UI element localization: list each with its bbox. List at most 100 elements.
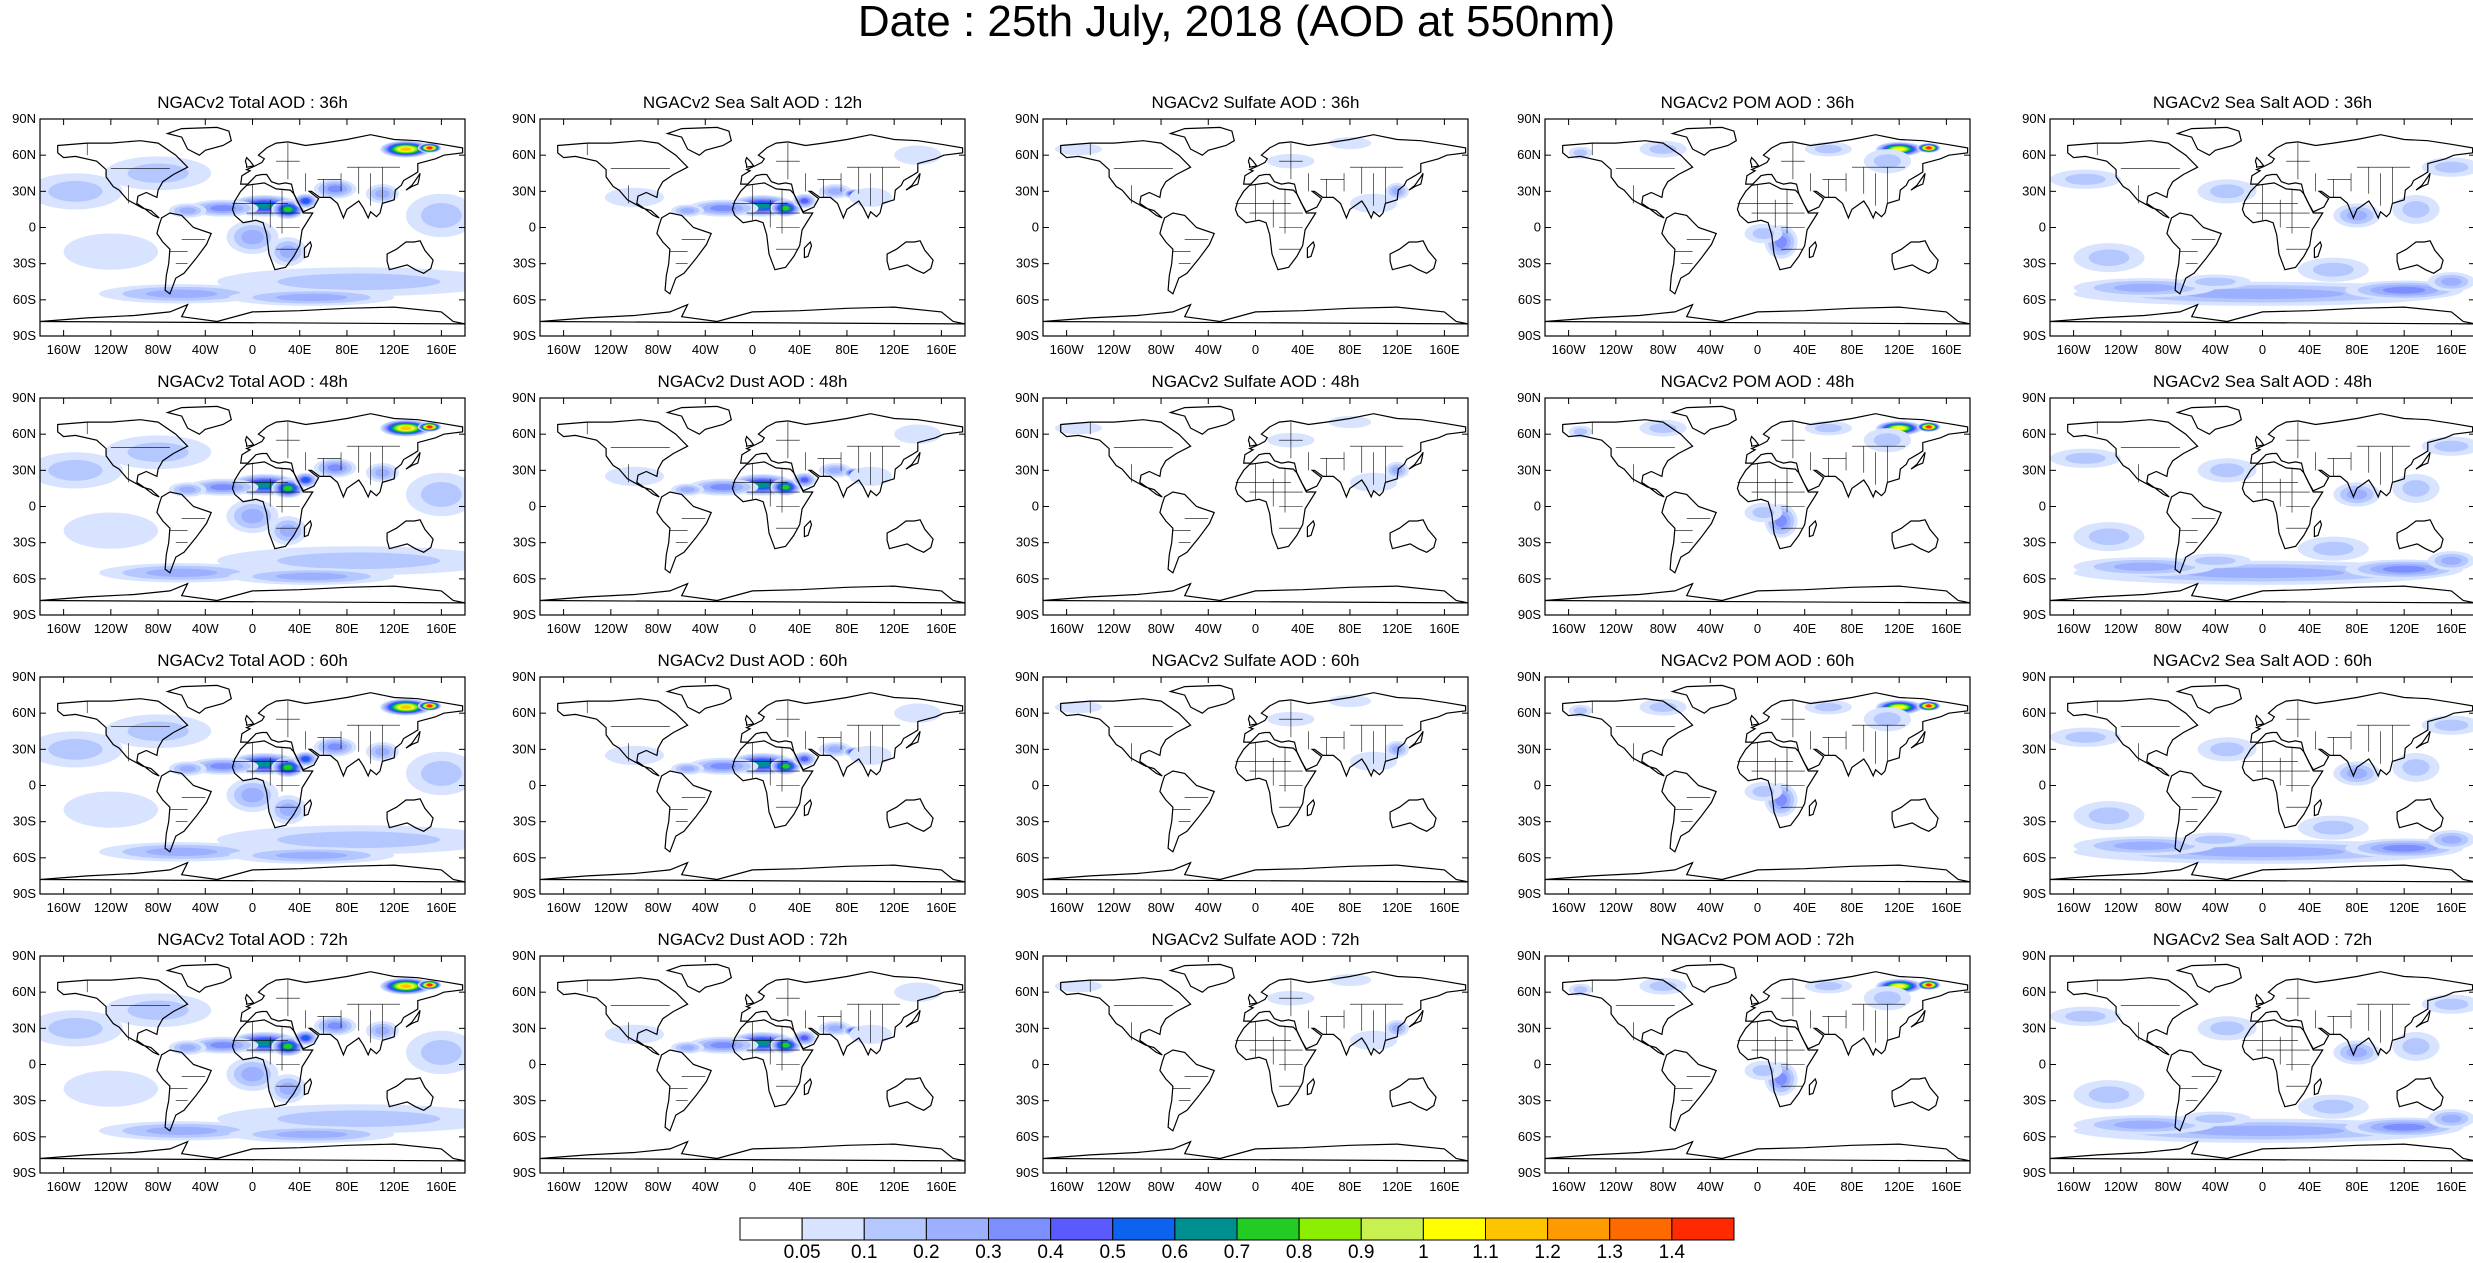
coastline: [1562, 140, 1694, 219]
coastline: [1247, 435, 1258, 447]
lat-label: 30N: [1015, 1020, 1039, 1035]
lat-label: 30S: [513, 1093, 536, 1108]
aod-contour: [127, 721, 189, 741]
lon-label: 80W: [145, 1179, 172, 1194]
aod-contour: [277, 273, 441, 291]
coastline: [1408, 1009, 1424, 1028]
coastline: [740, 692, 964, 778]
coastline: [2050, 1140, 2473, 1162]
lat-label: 60N: [12, 984, 36, 999]
lat-label: 90S: [2023, 328, 2046, 343]
lon-label: 40W: [1195, 900, 1222, 915]
coastline: [2396, 519, 2444, 553]
lat-label: 90N: [1517, 390, 1541, 405]
lon-label: 80E: [2345, 342, 2368, 357]
aod-contour: [1893, 984, 1905, 988]
aod-field: [40, 677, 465, 894]
map-plot: 90N 60N 30N 0 30S 60S 90S 160W 120W 80W 40W 0 40E 80E…: [1015, 669, 1469, 915]
aod-contour: [2210, 463, 2245, 478]
aod-contour: [63, 512, 159, 549]
lon-label: 40E: [2298, 1179, 2321, 1194]
map-plot: 90N 60N 30N 0 30S 60S 90S 160W 120W 80W 40W 0 40E 80E…: [12, 390, 466, 636]
panel-title: NGACv2 Total AOD : 48h: [157, 372, 348, 391]
lon-label: 80E: [1338, 621, 1361, 636]
aod-contour: [1573, 707, 1588, 715]
aod-contour: [1752, 785, 1775, 798]
aod-field: [540, 677, 965, 894]
lon-label: 40W: [2202, 342, 2229, 357]
coastline: [540, 861, 965, 883]
aod-contour: [2402, 1038, 2430, 1055]
lat-label: 30S: [2023, 256, 2046, 271]
lon-label: 120E: [1884, 900, 1915, 915]
aod-contour: [827, 467, 843, 474]
aod-contour: [283, 764, 293, 770]
map-plot: 90N 60N 30N 0 30S 60S 90S 160W 120W 80W 40W 0 40E 80E…: [512, 948, 966, 1194]
lat-label: 60N: [512, 147, 536, 162]
lon-label: 0: [749, 1179, 756, 1194]
coastline: [905, 1009, 921, 1028]
coastline: [1168, 684, 1235, 714]
panel-title: NGACv2 Dust AOD : 60h: [657, 651, 848, 670]
map-panel: NGACv2 Sea Salt AOD : 60h 90N 60N 30N 0 30S 60…: [2010, 651, 2473, 915]
aod-field: [1545, 677, 1970, 894]
panel-title: NGACv2 Total AOD : 36h: [157, 93, 348, 112]
lat-label: 90N: [512, 390, 536, 405]
colorbar-label: 0.1: [851, 1242, 878, 1263]
lon-label: 80W: [1650, 1179, 1677, 1194]
aod-contour: [2088, 1086, 2130, 1103]
lat-label: 30S: [1518, 535, 1541, 550]
lon-label: 0: [249, 621, 256, 636]
lon-label: 120E: [1884, 621, 1915, 636]
lon-label: 40W: [1195, 621, 1222, 636]
aod-contour: [2065, 1010, 2106, 1022]
lon-label: 0: [1754, 621, 1761, 636]
lon-label: 40E: [1291, 342, 1314, 357]
map-plot: 90N 60N 30N 0 30S 60S 90S 160W 120W 80W 40W 0 40E 80E…: [12, 111, 466, 357]
coastline: [57, 977, 189, 1056]
lat-label: 30N: [1517, 462, 1541, 477]
coastline: [244, 435, 255, 447]
coastline: [2313, 798, 2323, 817]
colorbar-label: 1.2: [1534, 1242, 1561, 1263]
coastline: [2241, 182, 2324, 271]
aod-contour: [179, 486, 196, 493]
colorbar-swatch: [1547, 1217, 1611, 1241]
lon-label: 0: [1252, 1179, 1259, 1194]
coastline: [405, 730, 421, 749]
aod-contour: [710, 763, 736, 770]
lon-label: 80W: [1148, 1179, 1175, 1194]
colorbar-label: 0.7: [1223, 1242, 1251, 1263]
lat-label: 60S: [513, 292, 536, 307]
lon-label: 80W: [645, 900, 672, 915]
panel-title: NGACv2 Total AOD : 72h: [157, 930, 348, 949]
coastline: [57, 140, 189, 219]
lat-label: 90S: [513, 607, 536, 622]
lat-label: 90N: [1517, 111, 1541, 126]
aod-contour: [800, 198, 809, 204]
aod-contour: [63, 791, 159, 828]
lat-label: 60N: [2022, 147, 2046, 162]
lat-label: 90S: [513, 886, 536, 901]
lat-label: 90S: [513, 1165, 536, 1180]
coastline: [744, 993, 755, 1005]
coastline: [1736, 182, 1819, 271]
lon-label: 80E: [2345, 900, 2368, 915]
aod-contour: [400, 426, 412, 431]
coastline: [2241, 740, 2324, 829]
lat-label: 0: [1534, 778, 1541, 793]
aod-contour: [283, 206, 293, 212]
lat-label: 90S: [13, 1165, 36, 1180]
lat-label: 30S: [513, 814, 536, 829]
lat-label: 60S: [513, 1129, 536, 1144]
aod-contour: [781, 206, 790, 211]
lon-label: 120E: [379, 1179, 410, 1194]
colorbar-swatch: [863, 1217, 927, 1241]
lon-label: 160E: [426, 900, 457, 915]
map-panel: NGACv2 Sea Salt AOD : 12h 90N 60N 30N 0 30S 60…: [500, 93, 966, 357]
lon-label: 120W: [1097, 342, 1132, 357]
aod-contour: [800, 1035, 809, 1041]
aod-contour: [1328, 974, 1372, 987]
lon-label: 0: [749, 900, 756, 915]
coastline: [744, 714, 755, 726]
